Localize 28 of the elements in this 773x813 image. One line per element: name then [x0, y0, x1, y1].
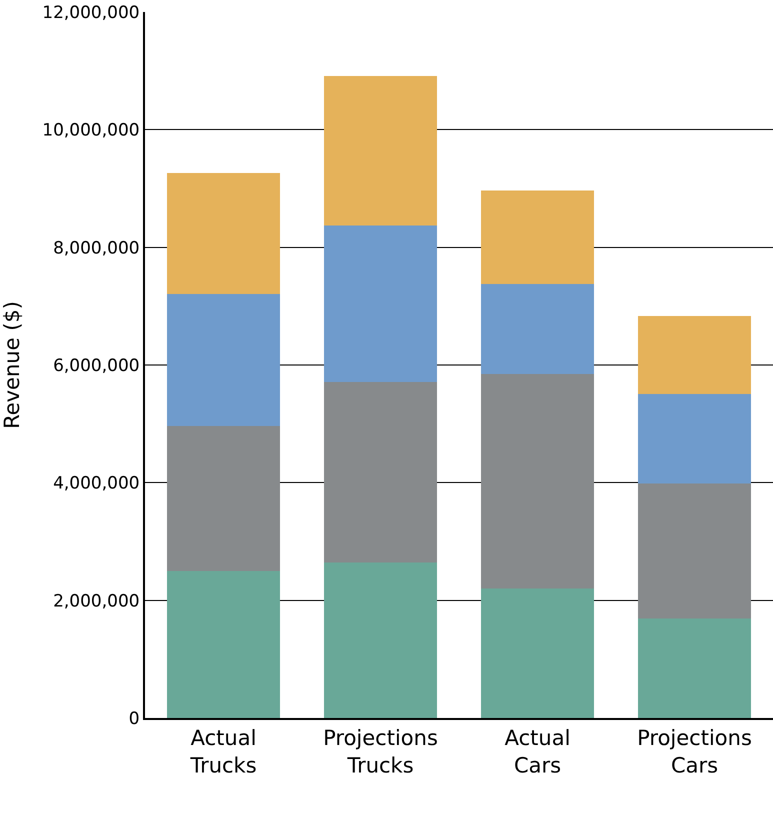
bar	[638, 394, 752, 484]
bar	[166, 570, 280, 718]
y-tick-label: 6,000,000	[53, 356, 140, 376]
y-tick-label: 8,000,000	[53, 238, 140, 258]
x-tick-label: Projections Trucks	[323, 726, 438, 778]
bar	[166, 173, 280, 294]
bar	[638, 618, 752, 718]
y-tick-label: 0	[128, 708, 140, 729]
bar	[638, 483, 752, 619]
bar	[480, 588, 594, 718]
y-tick-label: 2,000,000	[53, 591, 140, 612]
y-tick-label: 4,000,000	[53, 474, 140, 494]
x-tick-label: Projections Cars	[637, 726, 752, 778]
y-axis-title: Revenue ($)	[0, 301, 24, 429]
bar	[324, 226, 438, 382]
y-tick-label: 10,000,000	[42, 120, 140, 141]
bar	[166, 426, 280, 571]
y-tick-label: 12,000,000	[42, 2, 140, 23]
x-tick-label: Actual Cars	[504, 726, 570, 778]
x-tick-label: Actual Trucks	[189, 726, 257, 778]
bar	[324, 382, 438, 563]
bar	[324, 76, 438, 226]
bar	[324, 562, 438, 718]
bar	[480, 190, 594, 284]
bar	[480, 374, 594, 589]
bar	[166, 294, 280, 426]
bar	[638, 316, 752, 394]
bar	[480, 284, 594, 374]
